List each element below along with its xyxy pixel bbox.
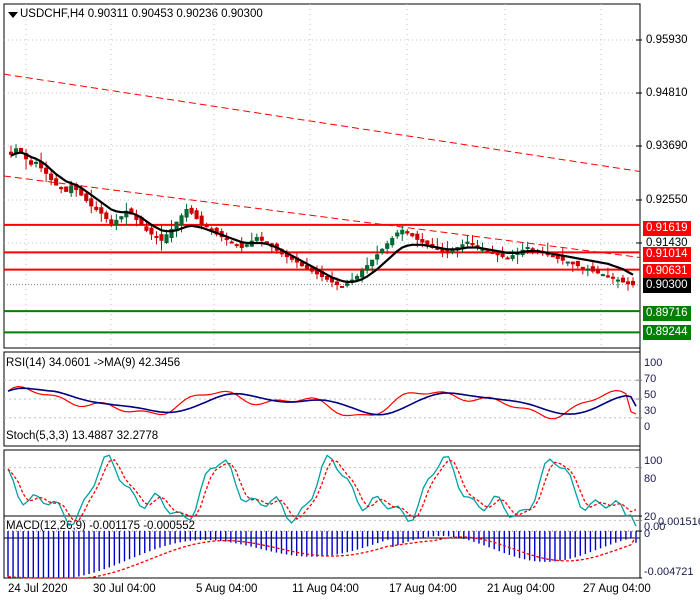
support-price-badge: 0.89716 [643, 306, 691, 321]
macd-indicator-label: MACD(12,26,9) -0.001175 -0.000552 [6, 520, 196, 532]
moving-average-line [10, 151, 634, 283]
time-tick-label: 30 Jul 04:00 [93, 583, 156, 595]
rsi-tick-label: 0 [644, 421, 651, 433]
time-tick-label: 11 Aug 04:00 [292, 583, 359, 595]
macd-histogram [7, 531, 637, 578]
price-tick-label: 0.91430 [646, 237, 688, 249]
price-tick-label: 0.93690 [646, 140, 688, 152]
time-tick-label: 17 Aug 04:00 [389, 583, 457, 595]
price-tick-label: 0.95930 [646, 34, 688, 46]
stoch-tick-label: 0 [644, 528, 651, 540]
rsi-ma-line [7, 387, 637, 416]
time-tick-label: 24 Jul 2020 [8, 583, 68, 595]
time-tick-label: 21 Aug 04:00 [487, 583, 555, 595]
resistance-price-badge: 0.90631 [643, 264, 691, 279]
stochastic-indicator-label: Stoch(5,3,3) 13.4887 32.2778 [6, 430, 159, 442]
trendline-lower-channel [3, 175, 641, 258]
rsi-line [7, 385, 637, 420]
resistance-price-badge: 0.91619 [643, 221, 691, 236]
support-price-badge: 0.89244 [643, 325, 691, 340]
macd-tick-label: 0.00 [644, 521, 666, 533]
resistance-price-badge: 0.91014 [643, 247, 691, 262]
macd-tick-label: 0.001516 [658, 516, 700, 528]
candlestick-series [8, 144, 636, 291]
rsi-tick-label: 30 [644, 405, 657, 417]
stoch-k-line [7, 454, 637, 527]
stoch-tick-label: 100 [644, 455, 663, 467]
stoch-tick-label: 20 [644, 511, 657, 523]
price-tick-label: 0.92550 [646, 194, 688, 206]
stoch-tick-label: 80 [644, 473, 657, 485]
price-tick-label: 0.94810 [646, 87, 688, 99]
rsi-tick-label: 70 [644, 373, 657, 385]
triangle-down-icon[interactable] [8, 12, 18, 18]
trendline-upper-channel [3, 73, 641, 172]
macd-signal-line [7, 536, 637, 579]
macd-tick-label: -0.004721 [644, 566, 694, 578]
rsi-tick-label: 50 [644, 389, 657, 401]
rsi-indicator-label: RSI(14) 34.0601 ->MA(9) 42.3456 [6, 357, 181, 369]
time-tick-label: 27 Aug 04:00 [583, 583, 651, 595]
last-price-badge: 0.90300 [643, 278, 691, 293]
stoch-d-line [7, 459, 637, 522]
rsi-tick-label: 100 [644, 357, 663, 369]
symbol-title: USDCHF,H4 0.90311 0.90453 0.90236 0.9030… [20, 8, 263, 20]
time-tick-label: 5 Aug 04:00 [196, 583, 258, 595]
panel-frame [3, 3, 641, 349]
